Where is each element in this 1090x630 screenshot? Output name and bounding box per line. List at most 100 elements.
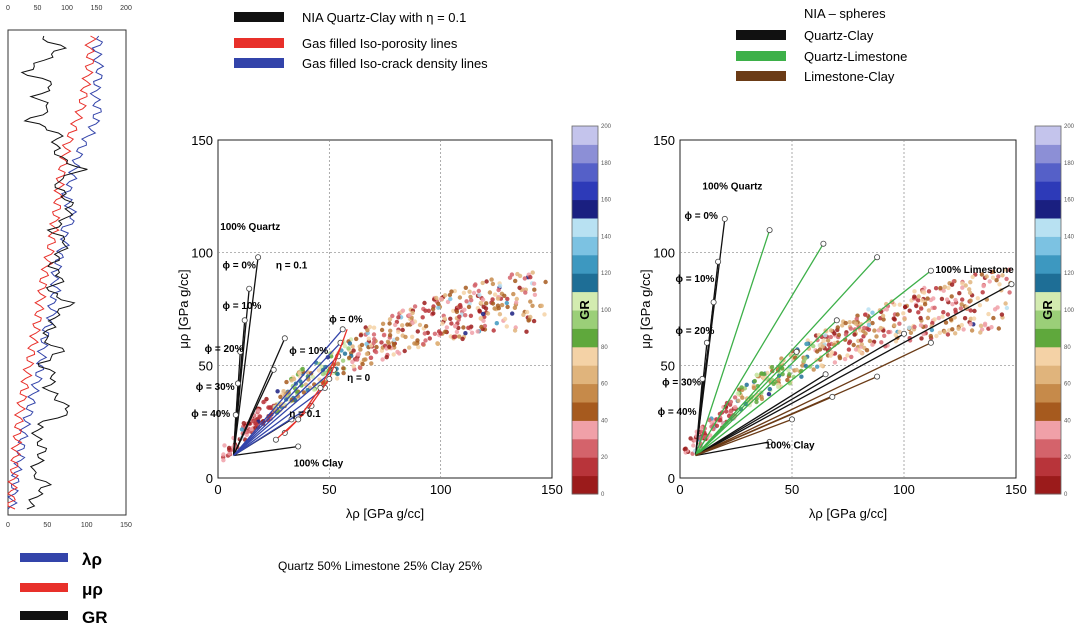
scatter-point [975,296,980,301]
scatter-point [981,283,986,289]
scatter-point [412,304,418,309]
model-line-iso_porosity [275,342,344,441]
scatter-point [732,395,738,400]
scatter-point [918,323,924,328]
scatter-point [971,316,977,321]
model-node [721,215,728,222]
colorbar-tick-label: 80 [601,345,608,351]
scatter-point [986,311,991,317]
model-line-limestone_clay [695,396,833,457]
scatter-point [452,334,458,339]
scatter-point [754,399,759,405]
scatter-point [239,427,245,432]
model-line-quartz_limestone [695,319,838,456]
scatter-point [513,278,518,284]
scatter-point [886,329,891,335]
well-log-curve-gr [20,35,88,510]
scatter-point [903,304,908,310]
scatter-point [928,333,933,339]
scatter-point [867,338,873,344]
scatter-point [426,308,431,313]
scatter-point [316,368,322,373]
scatter-point [914,303,919,309]
colorbar-segment [572,365,598,385]
scatter-point [222,443,227,448]
scatter-point [934,333,939,339]
scatter-point [912,294,917,299]
scatter-point [496,306,501,311]
scatter-point [960,281,965,286]
model-node [927,339,934,346]
scatter-point [517,285,522,290]
scatter-point [497,283,503,288]
colorbar-tick-label: 200 [1064,124,1075,130]
annotation-label: ϕ = 30% [196,382,235,393]
scatter-point [423,324,429,329]
scatter-point [431,311,436,316]
scatter-point [522,276,527,281]
scatter-point [882,333,887,338]
scatter-point [351,364,356,369]
scatter-point [492,292,498,297]
scatter-point [427,336,432,341]
y-tick-label: 50 [661,358,675,373]
model-node [255,254,262,261]
scatter-point [832,360,838,365]
annotations: 100% Quartz ϕ = 0% ϕ = 10% ϕ = 20% ϕ = 30% ϕ … [658,182,1015,452]
model-lines [695,215,1015,457]
scatter-point [846,347,852,352]
scatter-point [407,345,412,350]
scatter-point [266,405,271,410]
model-node [270,366,277,373]
scatter-point [387,344,392,349]
scatter-point [804,341,809,347]
scatter-point [872,328,877,333]
scatter-point [870,310,875,315]
model-node [793,348,800,355]
model-node [822,371,829,378]
scatter-point [380,357,385,362]
well-log-bottom-axis: 0 50 100 150 [6,522,132,529]
scatter-point [949,282,955,287]
scatter-point [1007,290,1012,295]
scatter-point [925,296,930,301]
scatter-point [1004,305,1010,311]
model-node [272,436,279,443]
scatter-point [800,363,805,368]
annotation-label: ϕ = 0% [329,315,362,326]
scatter-point [968,280,973,285]
legend-label-quartz-limestone: Quartz-Limestone [804,49,907,64]
scatter-point [897,321,902,326]
scatter-point [530,303,535,308]
colorbar-segment [1035,328,1061,348]
scatter-point [241,421,246,426]
scatter-point [368,355,374,360]
colorbar-segment [1035,126,1061,145]
scatter-point [463,313,468,318]
scatter-point [912,324,917,330]
annotation-label: η = 0.1 [289,409,321,420]
scatter-point [952,315,957,320]
scatter-point [284,379,289,385]
scatter-point [393,322,398,328]
colorbar-segment [1035,144,1061,164]
scatter-point [300,366,305,372]
well-log-panel: 0 50 100 150 200 0 50 100 150 [6,5,132,529]
colorbar-tick-label: 100 [1064,308,1075,314]
scatter-point [1003,301,1008,306]
scatter-point [543,279,548,285]
scatter-point [932,317,937,322]
scatter-point [960,297,965,302]
scatter-point [815,337,820,343]
scatter-point [1000,273,1005,278]
scatter-point [968,298,973,303]
model-line-quartz_limestone [695,270,932,457]
annotation-label: 100% Quartz [702,182,762,193]
scatter-point [945,312,951,317]
colorbar-segment [572,438,598,458]
model-line-quartz_limestone [695,351,797,456]
scatter-point [512,328,518,333]
scatter-point [461,325,466,330]
scatter-point [372,337,377,342]
colorbar-segment [572,218,598,237]
